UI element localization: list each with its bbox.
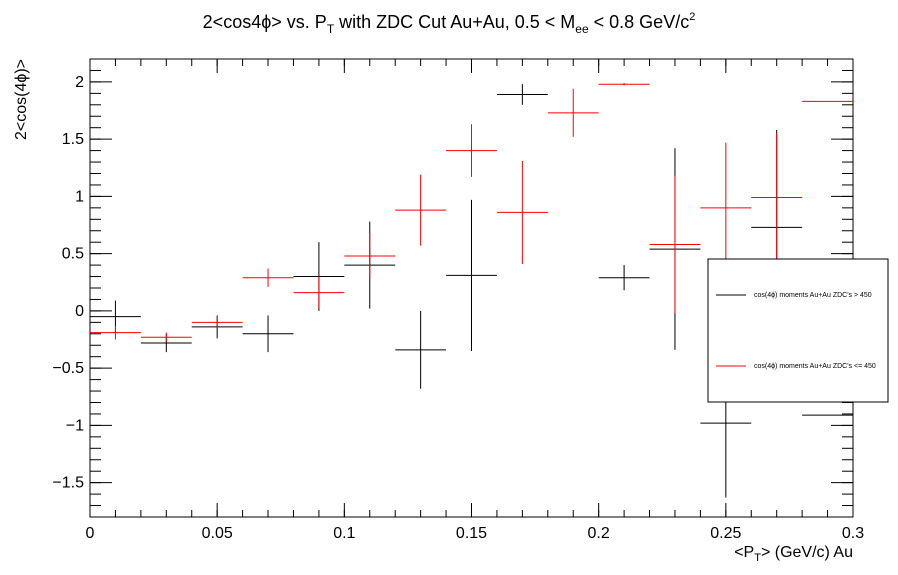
- chart-title-rest2: < 0.8 GeV/c: [589, 12, 690, 32]
- x-tick-label: 0.3: [842, 525, 864, 542]
- x-axis-title-pre: <P: [734, 544, 754, 561]
- data-point: [140, 332, 192, 342]
- x-tick-label: 0.25: [710, 525, 741, 542]
- y-tick-label: 2: [75, 74, 84, 91]
- x-tick-label: 0.15: [456, 525, 487, 542]
- data-point: [293, 276, 345, 309]
- chart-title-text: 2<cos4ϕ> vs. P: [203, 12, 327, 32]
- data-point: [446, 199, 497, 351]
- x-tick-label: 0: [86, 525, 95, 542]
- data-point: [344, 233, 396, 279]
- y-axis-title: 2<cos(4ϕ)>: [13, 59, 30, 140]
- data-point: [191, 316, 243, 329]
- data-point: [649, 175, 701, 314]
- y-tick-label: −1.5: [52, 475, 84, 492]
- y-tick-label: 1.5: [62, 131, 84, 148]
- data-point: [496, 160, 548, 264]
- y-tick-label: 0: [75, 303, 84, 320]
- series-1: [90, 83, 853, 342]
- chart-title-sup: 2: [689, 11, 695, 23]
- x-tick-label: 0.1: [333, 525, 355, 542]
- data-point: [547, 88, 599, 137]
- x-axis: 0 0.05 0.1 0.15 0.2 0.25 0.3: [86, 59, 864, 542]
- data-point: [395, 174, 447, 246]
- data-point: [598, 83, 650, 86]
- data-point: [496, 84, 548, 105]
- chart-title: 2<cos4ϕ> vs. PT with ZDC Cut Au+Au, 0.5 …: [203, 11, 696, 36]
- data-point: [242, 315, 294, 353]
- data-point: [90, 325, 141, 340]
- chart-title-sub2: ee: [575, 22, 589, 36]
- data-point: [242, 268, 294, 287]
- x-tick-label: 0.2: [588, 525, 610, 542]
- data-point: [598, 265, 650, 291]
- x-axis-title: <PT> (GeV/c) Au: [734, 544, 853, 564]
- chart-title-rest: with ZDC Cut Au+Au, 0.5 < M: [334, 12, 575, 32]
- data-point: [395, 310, 447, 389]
- chart-title-sub: T: [327, 22, 335, 36]
- data-series: [90, 83, 853, 498]
- legend-label-red: cos(4ϕ) moments Au+Au ZDC's <= 450: [754, 363, 876, 370]
- legend: cos(4ϕ) moments Au+Au ZDC's > 450 cos(4ϕ…: [707, 258, 889, 403]
- x-tick-label: 0.05: [202, 525, 233, 542]
- y-tick-label: −1: [66, 417, 84, 434]
- x-axis-title-sub: T: [754, 552, 761, 564]
- data-point: [751, 133, 803, 262]
- y-tick-label: 0.5: [62, 246, 84, 263]
- x-axis-title-post: > (GeV/c) Au: [761, 544, 853, 561]
- data-point: [446, 124, 497, 177]
- legend-label-black: cos(4ϕ) moments Au+Au ZDC's > 450: [754, 292, 872, 299]
- legend-box: [707, 258, 889, 403]
- y-tick-label: 1: [75, 188, 84, 205]
- data-point: [700, 142, 752, 274]
- y-tick-label: −0.5: [52, 360, 84, 377]
